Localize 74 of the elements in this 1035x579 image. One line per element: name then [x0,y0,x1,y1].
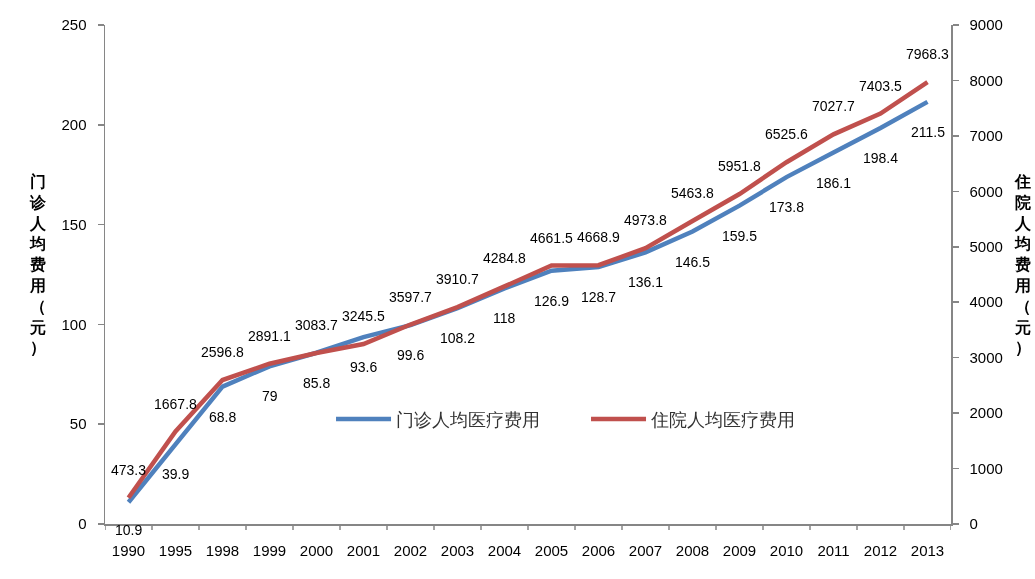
data-label: 39.9 [162,466,190,482]
x-tick-label: 2011 [817,541,850,559]
y2-tick-label: 6000 [969,182,1003,200]
y-tick-label: 200 [61,116,87,134]
y2-tick-label: 5000 [969,238,1003,256]
x-tick-label: 2006 [581,541,616,559]
legend-label: 住院人均医疗费用 [650,409,796,430]
x-tick-label: 1995 [158,541,193,559]
y2-tick-label: 1000 [969,459,1003,477]
data-label: 186.1 [816,175,852,191]
data-label: 99.6 [397,347,425,363]
data-label: 2891.1 [248,328,292,344]
data-label: 3597.7 [389,289,433,305]
data-label: 10.9 [115,522,143,538]
data-label: 68.8 [209,409,237,425]
data-label: 146.5 [675,254,711,270]
data-label: 473.3 [111,462,147,478]
data-label: 5951.8 [718,158,762,174]
data-label: 7027.7 [812,98,856,114]
x-tick-label: 2012 [863,541,898,559]
x-tick-label: 1998 [205,541,240,559]
data-label: 4668.9 [577,229,621,245]
data-label: 118 [493,310,516,326]
y-tick-label: 250 [61,16,87,34]
y-tick-label: 150 [61,215,87,233]
data-label: 85.8 [303,375,331,391]
y2-tick-label: 7000 [969,127,1003,145]
data-label: 198.4 [863,150,899,166]
y-tick-label: 100 [61,315,87,333]
x-tick-label: 2013 [910,541,945,559]
x-tick-label: 2003 [440,541,475,559]
x-tick-label: 2002 [393,541,428,559]
data-label: 128.7 [581,289,617,305]
y2-tick-label: 2000 [969,404,1003,422]
y2-tick-label: 4000 [969,293,1003,311]
x-tick-label: 2007 [628,541,663,559]
x-tick-label: 2001 [346,541,381,559]
legend-label: 门诊人均医疗费用 [396,409,541,430]
data-label: 2596.8 [201,344,245,360]
y-tick-label: 0 [78,515,87,533]
data-label: 4661.5 [530,230,574,246]
y2-tick-label: 0 [969,515,978,533]
data-label: 79 [262,388,278,404]
data-label: 3083.7 [295,317,339,333]
data-label: 7968.3 [906,46,950,62]
data-label: 7403.5 [859,78,903,94]
x-tick-label: 2005 [534,541,569,559]
data-label: 3910.7 [436,271,480,287]
x-tick-label: 2004 [487,541,522,559]
x-tick-label: 2008 [675,541,710,559]
y-tick-label: 50 [69,415,87,433]
x-tick-label: 1990 [111,541,146,559]
x-tick-label: 2010 [769,541,804,559]
x-tick-label: 2000 [299,541,334,559]
data-label: 1667.8 [154,396,198,412]
data-label: 3245.5 [342,308,386,324]
x-tick-label: 2009 [722,541,757,559]
x-tick-label: 1999 [252,541,287,559]
data-label: 4284.8 [483,250,527,266]
data-label: 173.8 [769,199,805,215]
y2-tick-label: 8000 [969,71,1003,89]
data-label: 93.6 [350,359,378,375]
text: 住院人均费用（元） [1015,173,1031,357]
data-label: 159.5 [722,228,758,244]
data-label: 136.1 [628,274,664,290]
text: 门诊人均费用（元） [30,173,46,357]
data-label: 6525.6 [765,126,809,142]
data-label: 126.9 [534,293,570,309]
y2-tick-label: 9000 [969,16,1003,34]
data-label: 211.5 [911,124,946,140]
data-label: 5463.8 [671,185,715,201]
data-label: 108.2 [440,330,476,346]
y2-tick-label: 3000 [969,348,1003,366]
data-label: 4973.8 [624,212,668,228]
